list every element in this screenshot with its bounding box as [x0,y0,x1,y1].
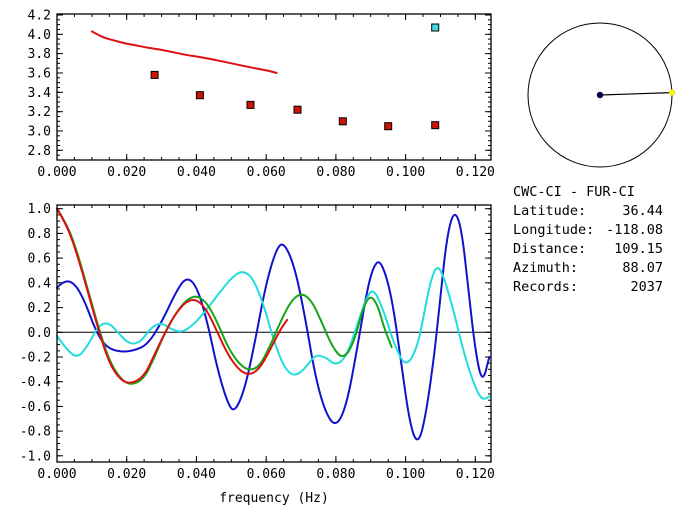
group-velocity-pick[interactable] [384,122,393,131]
info-value: -118.08 [606,222,663,238]
x-tick-label: 0.000 [37,165,76,180]
stack-spectrum-blue [56,213,491,441]
info-value: 36.44 [622,203,663,219]
dispersion-plot[interactable]: 0.000 0.020 0.040 0.060 0.080 0.100 0.120 2.8 3.… [0,0,500,195]
y-tick-label: -0.6 [20,400,51,415]
group-velocity-pick[interactable] [150,70,159,79]
y-tick-label: 2.8 [28,144,51,159]
y-tick-label: 4.2 [28,9,51,24]
group-velocity-pick[interactable] [338,117,347,126]
y-tick-label: 3.0 [28,125,51,140]
y-tick-label: 0.0 [28,326,51,341]
y-tick-label: 1.0 [28,202,51,217]
y-tick-label: 4.0 [28,28,51,43]
x-tick-label: 0.020 [107,165,146,180]
x-tick-label: 0.040 [177,165,216,180]
station-info-panel: CWC-CI - FUR-CI Latitude: 36.44 Longitude:… [513,183,663,297]
x-tick-label: 0.080 [316,467,355,482]
x-tick-label: 0.100 [386,165,425,180]
y-tick-label: 3.6 [28,67,51,82]
y-tick-label: 0.2 [28,301,51,316]
x-tick-label: 0.060 [247,165,286,180]
info-value: 88.07 [622,260,663,276]
info-row: Azimuth: 88.07 [513,259,663,278]
y-tick-label: -0.8 [20,425,51,440]
group-velocity-pick[interactable] [195,91,204,100]
group-velocity-pick[interactable] [431,121,440,130]
azimuth-line [599,92,673,96]
x-tick-label: 0.120 [456,467,495,482]
station-pair-title: CWC-CI - FUR-CI [513,184,635,200]
selected-pick[interactable] [431,23,440,32]
y-tick-label: 3.4 [28,86,52,101]
y-tick-label: 0.4 [28,276,52,291]
y-tick-label: 0.6 [28,252,51,267]
azimuth-end-dot [668,89,676,96]
y-tick-label: 0.8 [28,227,51,242]
x-tick-label: 0.060 [247,467,286,482]
info-row: Records: 2037 [513,278,663,297]
info-value: 109.15 [614,241,663,257]
station-info-rows: Latitude: 36.44 Longitude: -118.08 Distance:… [513,202,663,297]
y-tick-label: -1.0 [20,449,51,464]
group-velocity-pick[interactable] [293,105,302,114]
info-label: Records: [513,279,579,295]
info-value: 2037 [630,279,663,295]
y-tick-label: 3.2 [28,105,51,120]
spectra-plot[interactable]: 0.000 0.020 0.040 0.060 0.080 0.100 0.120 -1.0 -… [0,195,520,519]
info-label: Distance: [513,241,587,257]
y-tick-label: -0.4 [20,375,51,390]
info-label: Longitude: [513,222,595,238]
x-tick-label: 0.040 [177,467,216,482]
info-row: Distance: 109.15 [513,240,663,259]
x-tick-label: 0.100 [386,467,425,482]
theoretical-dispersion-curve [90,30,278,74]
great-circle-azimuth-plot [527,22,676,168]
x-tick-label: 0.080 [316,165,355,180]
x-tick-label: 0.120 [456,165,495,180]
info-row: Latitude: 36.44 [513,202,663,221]
x-tick-label: 0.020 [107,467,146,482]
y-tick-label: -0.2 [20,351,51,366]
x-tick-label: 0.000 [37,467,76,482]
plot-frame [56,204,492,463]
y-tick-label: 3.8 [28,47,51,62]
center-station-dot [596,91,604,99]
fitted-spectrum-red [56,207,289,384]
info-label: Azimuth: [513,260,579,276]
group-velocity-pick[interactable] [246,100,255,109]
info-row: Longitude: -118.08 [513,221,663,240]
stack-spectrum-cyan [56,267,491,400]
x-axis-label: frequency (Hz) [219,491,329,506]
plot-frame [56,13,492,161]
info-label: Latitude: [513,203,587,219]
